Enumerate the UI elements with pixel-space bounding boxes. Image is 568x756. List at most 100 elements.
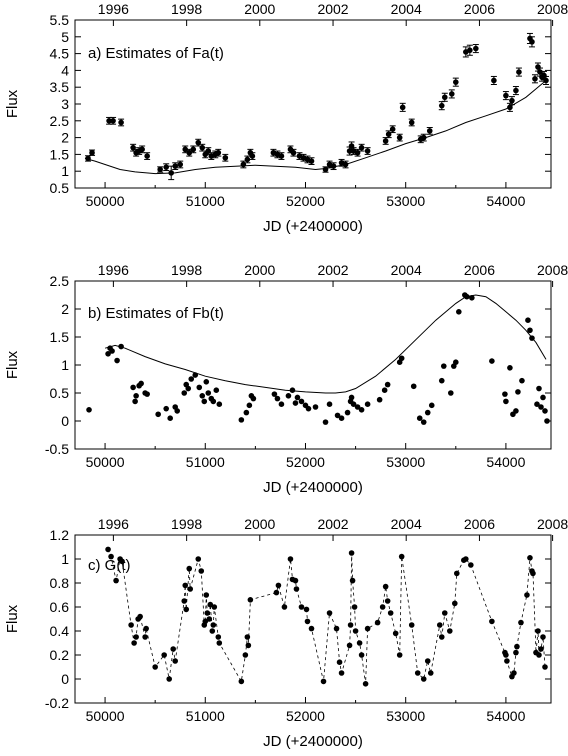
data-point	[441, 610, 448, 616]
data-point	[384, 598, 391, 604]
top-tick-label: 1996	[98, 262, 129, 278]
top-tick-label: 2002	[317, 262, 348, 278]
model-curve	[84, 80, 547, 175]
data-point	[238, 417, 245, 423]
data-point	[174, 408, 181, 414]
top-tick-label: 1996	[98, 516, 129, 532]
data-point	[424, 658, 431, 664]
y-tick-label: 4	[61, 62, 69, 78]
data-point	[250, 395, 257, 402]
data-point	[177, 161, 184, 168]
model-curve	[104, 294, 547, 394]
data-point	[281, 604, 288, 610]
data-point	[542, 408, 548, 414]
top-tick-label: 2008	[537, 262, 568, 278]
data-point	[374, 619, 381, 626]
y-tick-label: 5.5	[50, 12, 70, 28]
x-tick-label: 51000	[186, 708, 225, 724]
panel-label: a) Estimates of Fa(t)	[88, 45, 224, 62]
data-point	[242, 652, 249, 658]
y-tick-label: 0.5	[50, 385, 70, 401]
data-point	[509, 97, 515, 104]
data-point	[290, 149, 297, 156]
data-point	[387, 610, 394, 616]
y-tick-label: 1.5	[50, 329, 70, 345]
y-axis-label: Flux	[4, 350, 21, 379]
data-point	[527, 327, 533, 334]
data-point	[114, 357, 120, 364]
y-tick-label: 3	[61, 96, 69, 112]
x-axis-label: JD (+2400000)	[263, 218, 363, 235]
data-point	[170, 646, 177, 652]
data-point	[398, 553, 405, 560]
top-tick-label: 2006	[464, 516, 495, 532]
data-point	[86, 407, 92, 413]
plot-frame	[74, 534, 552, 704]
data-point	[467, 47, 473, 54]
data-point	[440, 363, 447, 369]
data-point	[157, 166, 163, 173]
data-point	[271, 391, 278, 397]
y-tick-label: 0.5	[50, 180, 70, 196]
data-point	[246, 402, 253, 409]
data-point	[244, 156, 251, 163]
data-point	[201, 398, 208, 405]
data-point	[143, 625, 149, 632]
data-point	[441, 94, 448, 101]
x-tick-label: 51000	[186, 193, 225, 209]
top-tick-label: 2000	[244, 1, 275, 17]
data-point	[308, 158, 315, 164]
data-point	[181, 390, 188, 396]
data-point	[118, 119, 124, 126]
data-point	[210, 398, 217, 405]
data-point	[245, 642, 252, 649]
x-tick-label: 51000	[186, 454, 225, 470]
x-tick-label: 50000	[86, 708, 125, 724]
data-point	[273, 589, 280, 596]
data-point	[198, 568, 205, 574]
y-tick-label: 1.2	[50, 527, 70, 543]
data-point	[139, 146, 145, 153]
data-point	[424, 409, 431, 416]
data-point	[172, 163, 179, 169]
data-point	[292, 400, 299, 406]
data-point	[364, 625, 371, 632]
data-point	[438, 634, 445, 640]
data-point	[109, 348, 115, 354]
data-point	[358, 652, 365, 658]
data-point	[137, 613, 143, 620]
data-point	[438, 102, 445, 109]
data-point	[426, 128, 433, 134]
data-point	[524, 592, 530, 598]
data-point	[142, 634, 148, 640]
data-point	[304, 618, 311, 625]
data-point	[436, 622, 443, 628]
data-point	[362, 681, 369, 687]
y-axis-label: Flux	[4, 89, 21, 118]
data-point	[305, 405, 312, 412]
x-tick-label: 53000	[386, 193, 425, 209]
data-point	[278, 153, 285, 159]
y-tick-label: 0.2	[50, 647, 70, 663]
data-point	[529, 39, 535, 45]
data-point	[540, 394, 546, 401]
data-point	[544, 418, 550, 424]
data-point	[278, 401, 285, 408]
x-tick-label: 54000	[486, 454, 525, 470]
data-point	[216, 640, 223, 646]
top-tick-label: 1996	[98, 1, 129, 17]
data-point	[504, 658, 510, 664]
data-point	[167, 415, 173, 422]
data-point	[289, 387, 296, 394]
top-tick-label: 2008	[537, 1, 568, 17]
data-point	[532, 76, 538, 82]
data-point	[216, 401, 223, 408]
data-point	[181, 598, 188, 604]
y-tick-label: 3.5	[50, 79, 70, 95]
data-point	[491, 77, 497, 84]
data-point	[213, 387, 220, 394]
data-point	[211, 604, 218, 610]
data-point	[356, 640, 363, 646]
